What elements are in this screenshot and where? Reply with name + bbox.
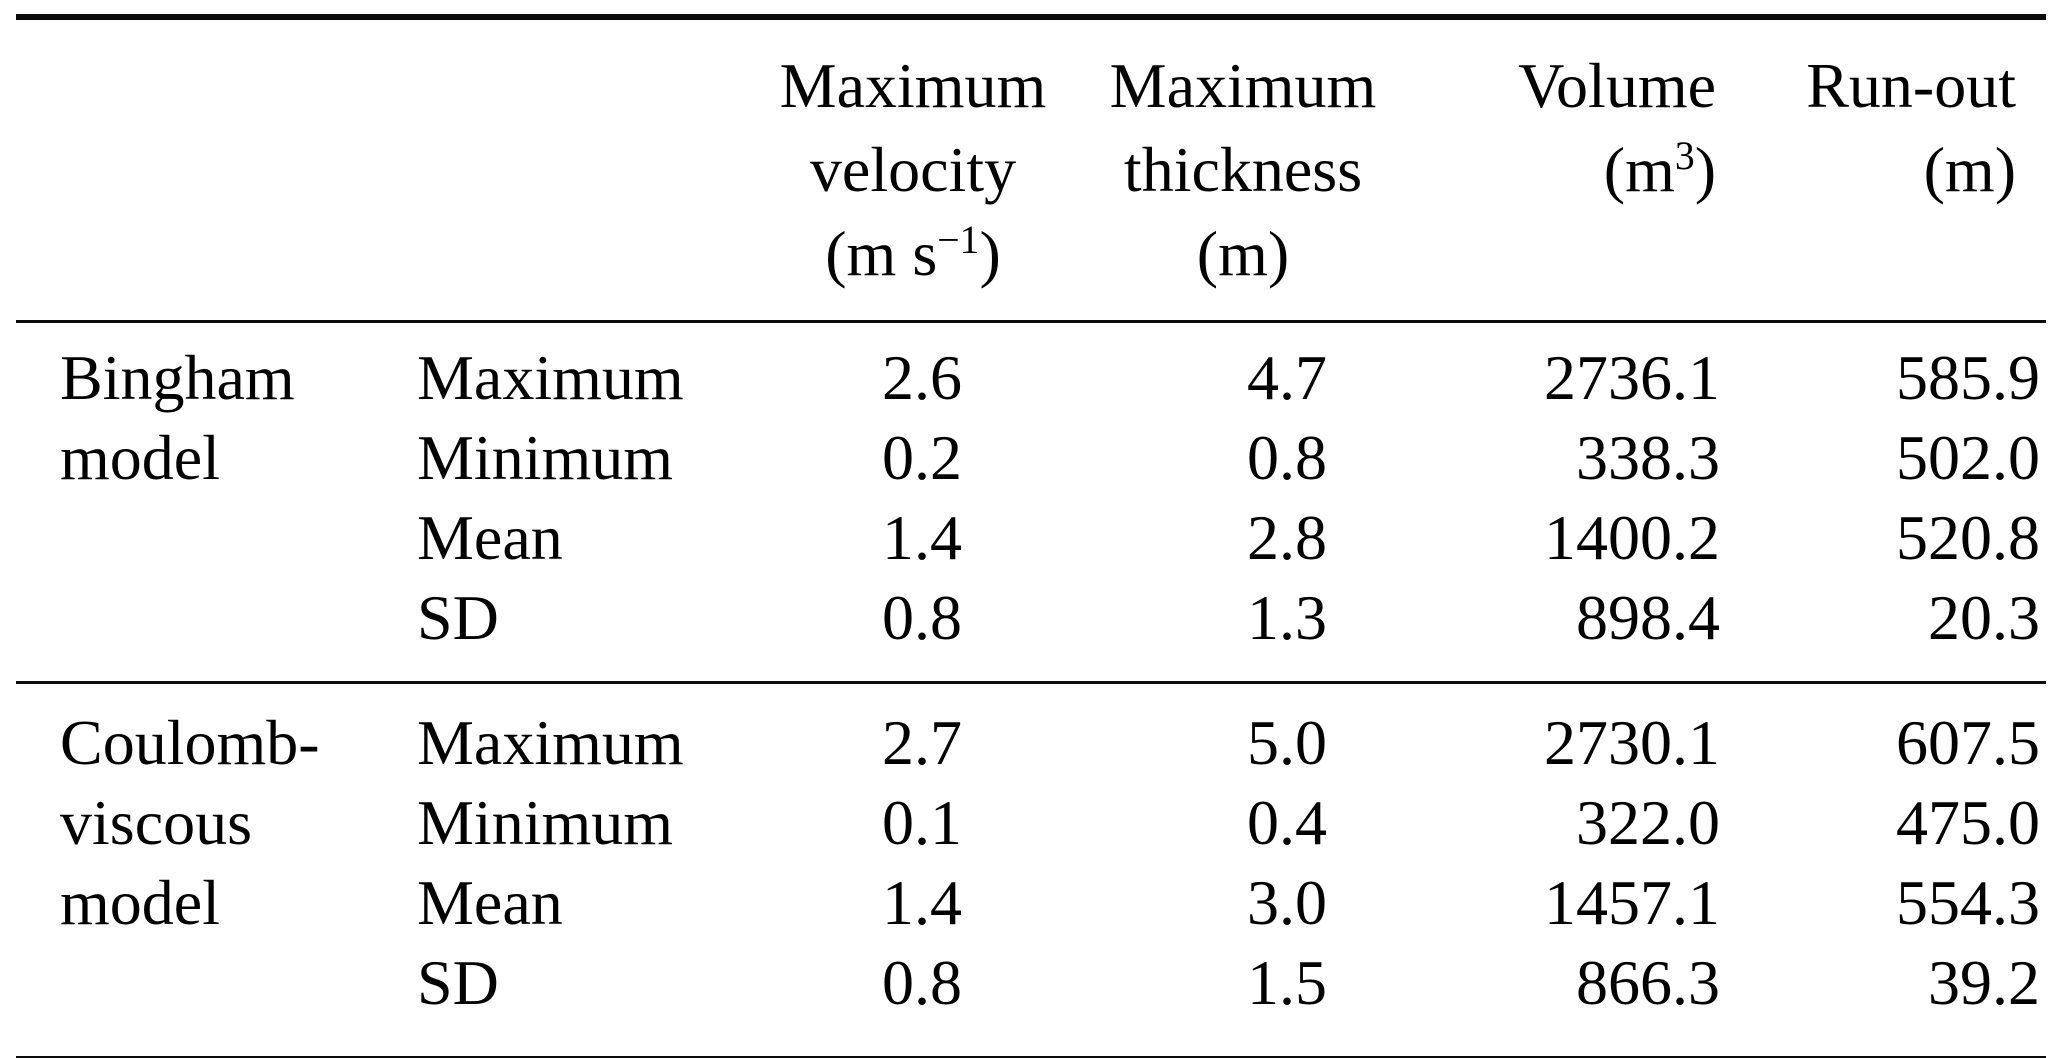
stat-label-cell: SD [417,582,499,653]
thickness-value-cell: 1.5 [1247,947,1327,1018]
velocity-value-cell: 1.4 [882,867,962,938]
volume-value-cell: 2736.1 [1544,342,1720,413]
runout-value-cell: 20.3 [1928,582,2040,653]
thickness-value-cell: 2.8 [1247,502,1327,573]
header-cell-runout: Run-out (m) [1796,17,2046,322]
header-cell-stat [416,17,746,322]
model-label-cell: Coulomb- [60,707,320,778]
volume-unit-pre: (m [1603,134,1675,205]
stat-label-cell: SD [417,947,499,1018]
velocity-unit-superscript: −1 [937,218,980,263]
volume-label: Volume [1518,50,1716,121]
volume-unit: (m3) [1406,128,1716,220]
max-thickness-label-line2: thickness [1123,134,1363,205]
stat-label-cell: Maximum [417,707,684,778]
header-cell-model [16,17,416,322]
table-row: model Minimum 0.2 0.8 338.3 502.0 [16,418,2046,498]
runout-value-cell: 520.8 [1896,502,2040,573]
volume-unit-post: ) [1694,134,1716,205]
thickness-value-cell: 4.7 [1247,342,1327,413]
thickness-value-cell: 1.3 [1247,582,1327,653]
volume-value-cell: 338.3 [1576,422,1720,493]
stat-label-cell: Minimum [417,787,674,858]
velocity-unit-post: ) [979,218,1001,289]
thickness-value-cell: 5.0 [1247,707,1327,778]
stat-label-cell: Mean [417,502,563,573]
header-cell-volume: Volume (m3) [1406,17,1796,322]
velocity-value-cell: 0.1 [882,787,962,858]
model-label-cell [16,578,416,683]
velocity-value-cell: 0.8 [882,947,962,1018]
table-row: SD 0.8 1.3 898.4 20.3 [16,578,2046,683]
max-velocity-label-line2: velocity [809,134,1017,205]
stat-label-cell: Maximum [417,342,684,413]
results-table: Maximum velocity (m s−1) Maximum thickne… [16,14,2046,1058]
thickness-value-cell: 3.0 [1247,867,1327,938]
max-thickness-label-line1: Maximum [1109,50,1377,121]
header-cell-max-velocity: Maximum velocity (m s−1) [746,17,1080,322]
velocity-value-cell: 0.8 [882,582,962,653]
model-label-cell: model [60,867,220,938]
runout-value-cell: 607.5 [1896,707,2040,778]
velocity-unit-pre: (m s [825,218,938,289]
runout-label: Run-out [1806,50,2016,121]
model-label-cell [16,943,416,1058]
table-row: Mean 1.4 2.8 1400.2 520.8 [16,498,2046,578]
velocity-value-cell: 2.7 [882,707,962,778]
model-label-cell: Bingham [60,342,295,413]
max-velocity-label-line1: Maximum [779,50,1047,121]
velocity-value-cell: 1.4 [882,502,962,573]
velocity-value-cell: 0.2 [882,422,962,493]
runout-unit: (m) [1923,134,2016,205]
runout-value-cell: 475.0 [1896,787,2040,858]
thickness-value-cell: 0.8 [1247,422,1327,493]
volume-value-cell: 1400.2 [1544,502,1720,573]
volume-value-cell: 866.3 [1576,947,1720,1018]
volume-value-cell: 898.4 [1576,582,1720,653]
volume-value-cell: 2730.1 [1544,707,1720,778]
table-row: SD 0.8 1.5 866.3 39.2 [16,943,2046,1058]
stat-label-cell: Minimum [417,422,674,493]
volume-unit-superscript: 3 [1674,134,1695,179]
table-header: Maximum velocity (m s−1) Maximum thickne… [16,17,2046,322]
table-row: Coulomb- Maximum 2.7 5.0 2730.1 607.5 [16,682,2046,784]
table-row: viscous Minimum 0.1 0.4 322.0 475.0 [16,783,2046,863]
runout-value-cell: 554.3 [1896,867,2040,938]
model-label-cell: viscous [60,787,252,858]
model-label-cell [16,498,416,578]
velocity-value-cell: 2.6 [882,342,962,413]
max-velocity-unit: (m s−1) [746,212,1080,304]
header-row: Maximum velocity (m s−1) Maximum thickne… [16,17,2046,322]
volume-value-cell: 322.0 [1576,787,1720,858]
thickness-value-cell: 0.4 [1247,787,1327,858]
runout-value-cell: 502.0 [1896,422,2040,493]
model-label-cell: model [60,422,220,493]
max-thickness-unit: (m) [1196,218,1290,289]
stat-label-cell: Mean [417,867,563,938]
runout-value-cell: 39.2 [1928,947,2040,1018]
volume-value-cell: 1457.1 [1544,867,1720,938]
table-row: model Mean 1.4 3.0 1457.1 554.3 [16,863,2046,943]
table-row: Bingham Maximum 2.6 4.7 2736.1 585.9 [16,322,2046,419]
table-body: Bingham Maximum 2.6 4.7 2736.1 585.9 mod… [16,322,2046,1058]
runout-value-cell: 585.9 [1896,342,2040,413]
header-cell-max-thickness: Maximum thickness (m) [1080,17,1406,322]
